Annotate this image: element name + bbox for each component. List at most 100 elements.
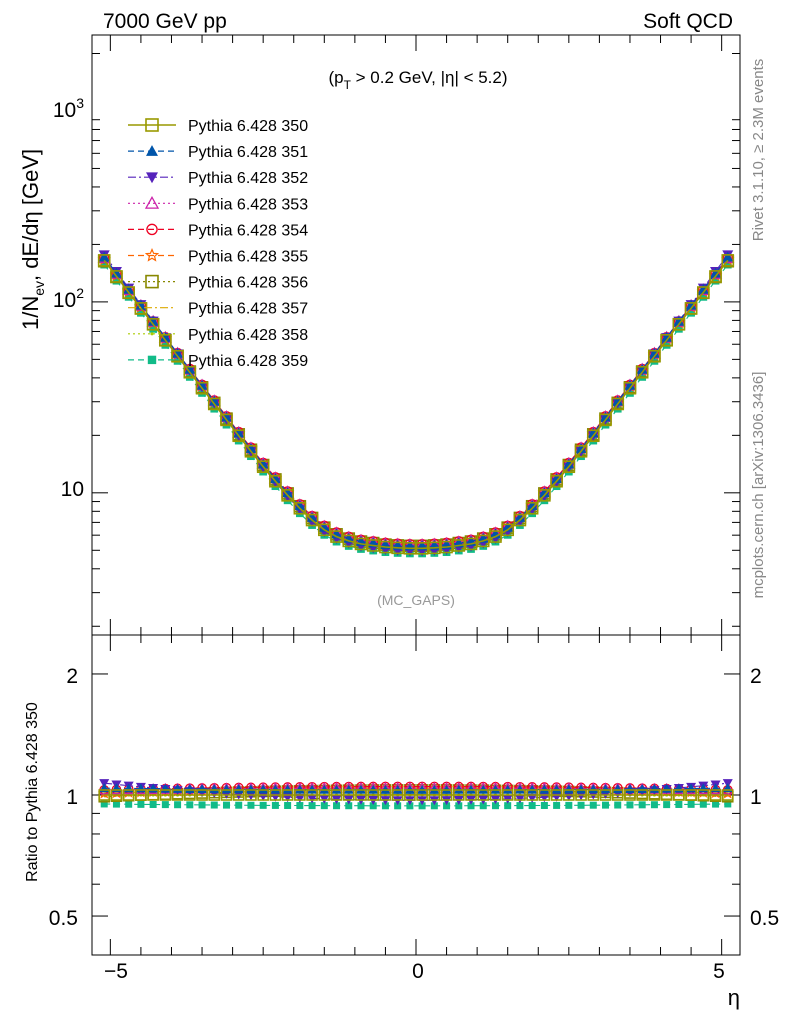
legend-swatch-marker-0 [145, 118, 159, 132]
ratio-point-0 [135, 789, 147, 801]
ratio-point-0 [330, 789, 343, 801]
ratio-point-9 [540, 801, 548, 809]
data-point-9 [675, 324, 683, 333]
legend-entry-3: Pythia 6.428 353 [128, 195, 308, 213]
data-point-0 [269, 474, 282, 488]
ratio-point-9 [553, 801, 561, 809]
ratio-point-9 [112, 800, 120, 808]
ratio-point-9 [663, 801, 671, 809]
series-4 [98, 252, 734, 550]
data-point-0 [476, 534, 490, 548]
data-point-9 [687, 308, 695, 317]
data-point-1 [245, 443, 257, 454]
ratio-point-9 [333, 802, 341, 810]
data-point-9 [137, 308, 145, 317]
data-point-0 [574, 444, 588, 458]
ratio-point-0 [159, 789, 172, 801]
data-point-0 [623, 381, 637, 395]
ratio-point-9 [137, 800, 145, 808]
data-point-0 [415, 542, 429, 555]
data-point-0 [146, 318, 160, 331]
xtick-label-minus5: −5 [104, 960, 128, 983]
ratio-ytick-left-2: 2 [66, 665, 78, 688]
main-axis-ticks [92, 35, 740, 635]
ratio-point-0 [636, 789, 648, 801]
data-point-0 [97, 254, 111, 267]
data-point-1 [257, 458, 269, 469]
legend-entry-0: Pythia 6.428 350 [128, 118, 308, 135]
data-point-1 [172, 347, 184, 358]
ratio-point-1 [612, 784, 623, 794]
ratio-point-1 [221, 784, 232, 794]
data-point-0 [281, 489, 294, 502]
data-point-1 [636, 363, 648, 374]
ratio-point-9 [161, 801, 169, 809]
ratio-series-0 [98, 789, 734, 801]
ratio-point-1 [588, 784, 599, 794]
ratio-point-0 [428, 789, 441, 801]
ratio-point-0 [624, 789, 636, 801]
data-point-1 [269, 473, 281, 484]
data-point-0 [501, 523, 514, 537]
ratio-point-9 [430, 802, 438, 810]
data-point-0 [562, 460, 576, 474]
ratio-point-2 [417, 796, 428, 806]
ratio-point-9 [443, 802, 451, 810]
ratio-point-9 [174, 801, 182, 809]
legend-entry-9: Pythia 6.428 359 [128, 353, 308, 370]
ratio-point-0 [342, 789, 355, 801]
ratio-point-0 [673, 789, 685, 801]
ratio-series-group [98, 779, 734, 810]
ratio-point-9 [222, 801, 230, 809]
legend-label-4: Pythia 6.428 354 [188, 222, 308, 239]
data-point-1 [710, 267, 722, 278]
ratio-ytick-right-1: 1 [750, 786, 762, 809]
data-point-1 [220, 411, 232, 422]
ratio-point-9 [491, 802, 499, 810]
data-point-0 [207, 397, 221, 411]
ratio-point-9 [687, 800, 695, 808]
data-point-1 [612, 395, 624, 406]
ratio-point-2 [245, 791, 256, 801]
ratio-y-axis-label: Ratio to Pythia 6.428 350 [24, 702, 41, 882]
main-cut-title: (pT > 0.2 GeV, |η| < 5.2) [328, 68, 507, 92]
ratio-point-0 [550, 789, 563, 801]
data-point-0 [452, 539, 466, 552]
data-point-1 [147, 315, 159, 326]
ratio-point-9 [724, 800, 732, 808]
data-point-1 [661, 331, 673, 342]
ratio-ytick-right-0.5: 0.5 [750, 907, 779, 930]
legend-swatch-marker-1 [146, 145, 158, 156]
ratio-point-1 [600, 784, 611, 794]
data-point-0 [171, 349, 184, 363]
ratio-point-0 [477, 789, 490, 801]
data-point-0 [721, 254, 735, 267]
ratio-line-4 [104, 785, 728, 791]
data-point-0 [660, 334, 673, 347]
data-point-9 [723, 260, 732, 269]
data-point-9 [699, 293, 708, 301]
ratio-ytick-left-1: 1 [66, 786, 78, 809]
series-3 [97, 251, 735, 551]
ratio-point-9 [100, 800, 108, 808]
ratio-point-0 [587, 789, 600, 801]
ratio-point-0 [318, 789, 331, 801]
ratio-point-0 [110, 789, 123, 801]
main-cut-title-rest: > 0.2 GeV, |η| < 5.2) [351, 68, 508, 87]
ratio-point-0 [232, 789, 245, 801]
legend-swatch-marker-2 [146, 172, 158, 184]
legend-swatch-marker-3 [144, 195, 160, 209]
main-series-group [97, 250, 735, 558]
data-point-0 [183, 365, 197, 379]
main-ytick-label-1000: 103 [53, 95, 84, 122]
data-point-1 [98, 251, 110, 262]
data-point-0 [489, 530, 502, 543]
data-point-0 [342, 534, 356, 548]
ratio-point-9 [626, 801, 634, 809]
data-point-1 [196, 379, 208, 390]
data-point-0 [232, 429, 246, 443]
ratio-point-0 [514, 789, 526, 801]
legend-swatch-marker-6 [145, 274, 159, 289]
ratio-point-0 [538, 789, 551, 801]
